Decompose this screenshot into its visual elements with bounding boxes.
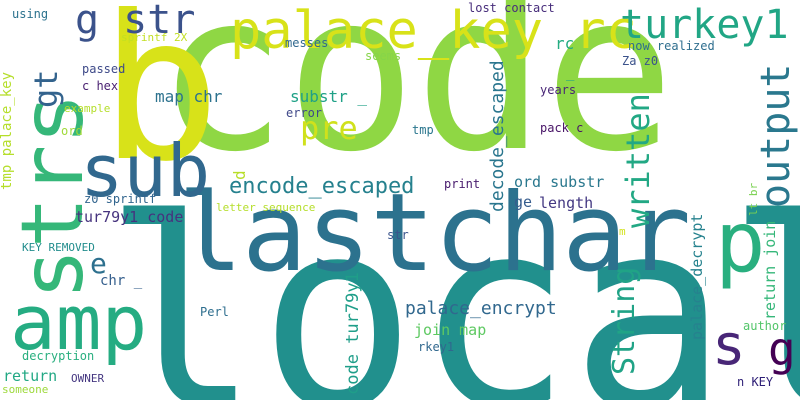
word-palace-decrypt: palace_decrypt — [688, 213, 706, 340]
word-letter-sequence: letter sequence — [216, 201, 316, 214]
word-return: return — [3, 367, 58, 385]
word-example: example — [64, 102, 111, 115]
word-code: code — [156, 0, 675, 200]
word-owner: OWNER — [71, 372, 105, 385]
word-e: e — [90, 247, 107, 280]
word-lt-br: lt br — [747, 182, 760, 216]
word-ge: ge — [514, 193, 533, 211]
word-join-map: join map — [414, 321, 487, 339]
word-return-join: return join — [761, 220, 779, 320]
word-tmp: tmp — [412, 123, 434, 137]
word-tmp-palace-key: tmp palace_key — [0, 71, 15, 190]
word-years: years — [540, 83, 577, 97]
word-rc: rc — [555, 34, 575, 53]
word-sub: sub — [80, 129, 211, 213]
word-lost-contact: lost contact — [468, 1, 555, 15]
word-gt: gt — [27, 69, 65, 108]
word-error: error — [286, 106, 323, 120]
word-d: d — [230, 170, 249, 180]
word-tur79y1-code: tur79y1 code — [75, 208, 184, 226]
word-m: m — [619, 225, 626, 238]
word-key-removed: KEY REMOVED — [22, 241, 95, 254]
word-decode-escaped: decode_escaped — [487, 60, 508, 212]
word-palace-encrypt: palace_encrypt — [405, 298, 557, 319]
word-p: p — [715, 193, 766, 291]
word-rkey1: rkey1 — [418, 340, 455, 354]
word-substr: substr _ — [290, 87, 368, 106]
word-pack-c: pack c — [540, 121, 584, 135]
word-decryption: decryption — [22, 349, 95, 363]
word-za-z0: Za z0 — [622, 54, 659, 68]
word-written: written — [619, 93, 657, 228]
word-passed: passed — [82, 62, 126, 76]
word-chr: chr _ — [100, 273, 143, 289]
word-encode-escaped: encode_escaped — [229, 174, 415, 199]
word-print: print — [444, 177, 481, 191]
word-g-str: g str — [75, 0, 196, 43]
word-someone: someone — [2, 383, 49, 396]
word-g: g — [768, 322, 796, 376]
word-ord-substr: ord substr — [514, 173, 605, 191]
word-underscore: _ — [566, 65, 575, 81]
word-s: s — [712, 313, 746, 378]
word-c-hex: c hex — [82, 79, 119, 93]
word-ord: ord — [61, 124, 83, 138]
word-n-key: n KEY — [737, 375, 774, 389]
word-now-realized: now realized — [628, 39, 715, 53]
word-code-tur79y1: code tur79y1 — [343, 272, 363, 395]
word-b: b — [100, 0, 221, 206]
word-pre: pre — [300, 109, 358, 147]
word-turkey1: turkey1 — [620, 2, 789, 48]
word-amp: amp — [10, 278, 148, 367]
word-seems: seems — [365, 49, 402, 63]
word-lastchar: lastchar — [178, 171, 691, 296]
word-author: author — [743, 319, 787, 333]
word-using: using — [12, 7, 49, 21]
word-sprintf-2x: sprintf 2X — [121, 31, 188, 44]
word-str: str — [387, 228, 409, 242]
word-string: String — [607, 266, 642, 375]
word-messes: messes — [285, 36, 329, 50]
word-perl: Perl — [200, 305, 229, 319]
word-map-chr: map chr — [155, 87, 223, 106]
word-output: output — [753, 63, 799, 209]
word-local: local — [103, 163, 800, 400]
word-z0-sprintf: z0 sprintf — [84, 192, 157, 206]
word-length: length — [539, 194, 594, 212]
word-palace-key-rc: palace_key rc — [230, 1, 637, 61]
